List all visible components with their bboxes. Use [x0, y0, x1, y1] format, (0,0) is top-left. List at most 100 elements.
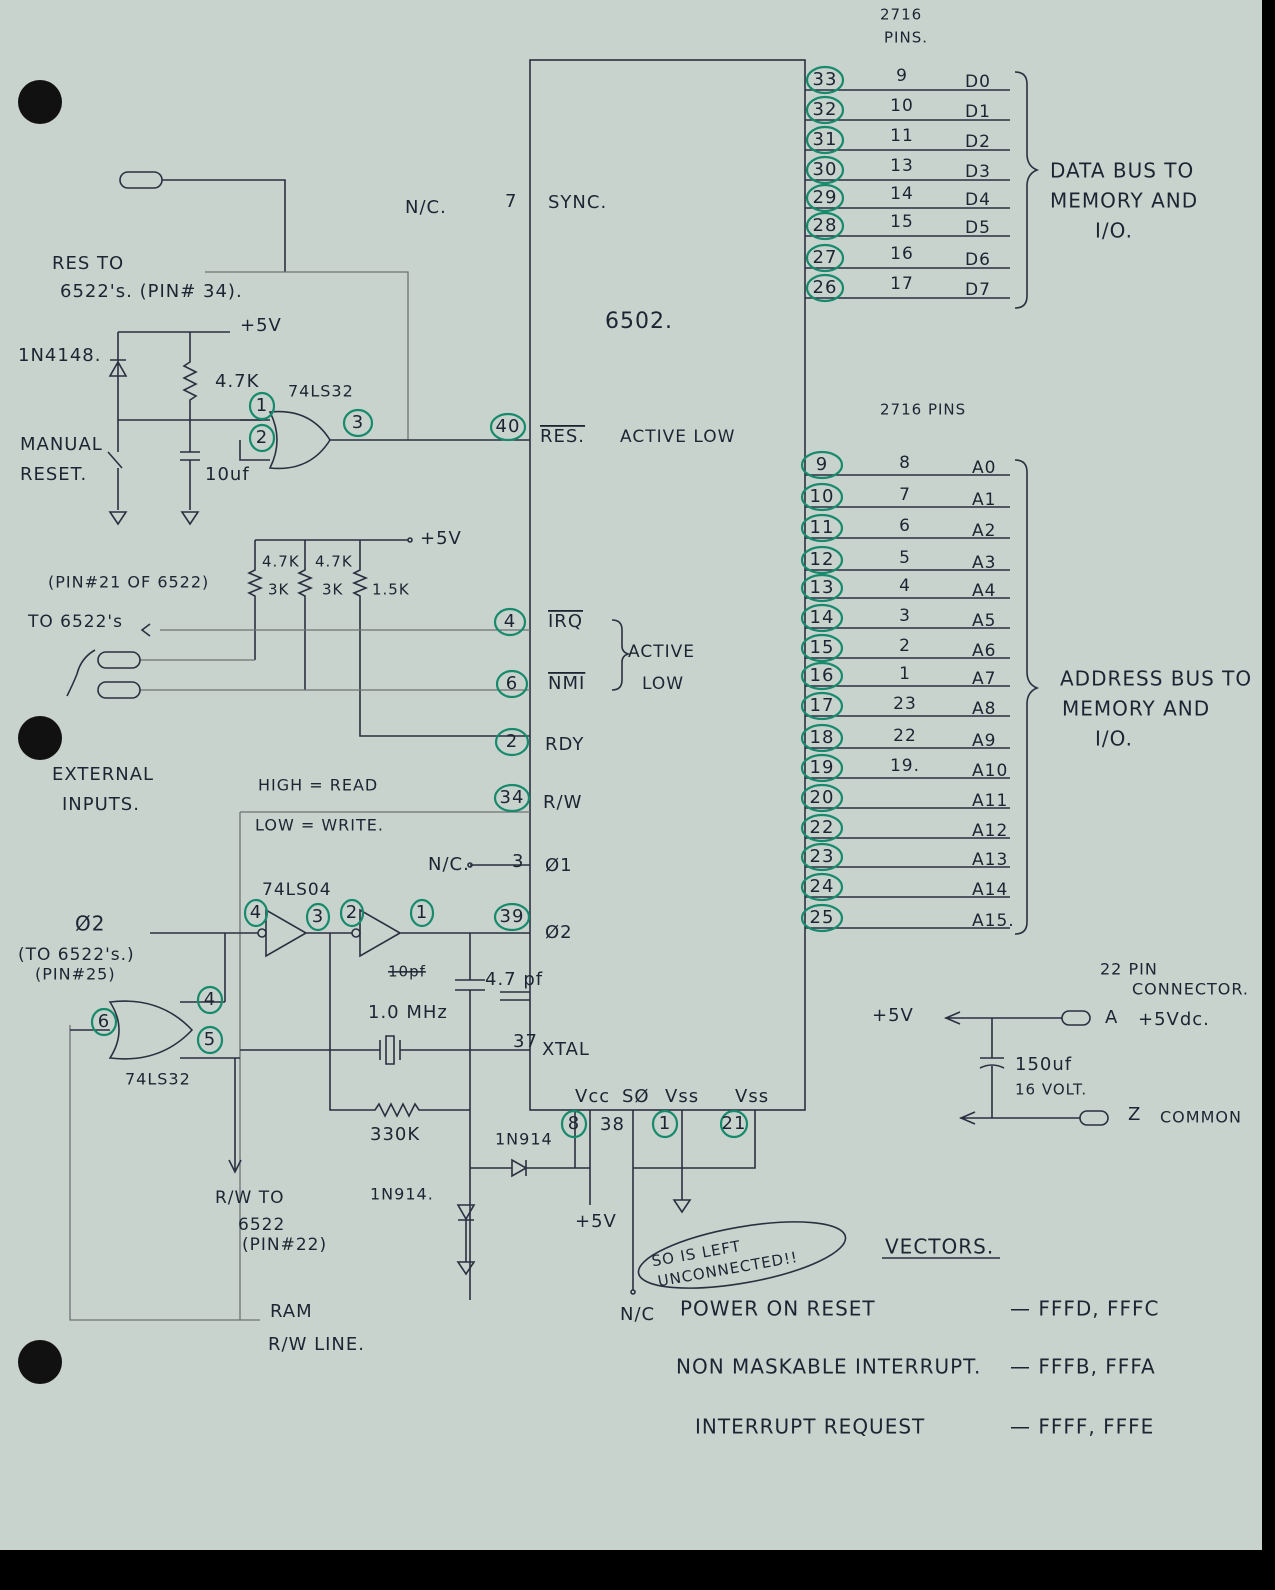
- rows-rom-pin: 5: [899, 548, 911, 568]
- pin-circle: [800, 513, 844, 543]
- rows-pin: 33: [813, 69, 838, 90]
- rows-pin: 13: [810, 577, 835, 598]
- reset-switch: MANUAL: [20, 434, 103, 455]
- rows-pin: 11: [810, 517, 835, 538]
- rows-pin: 26: [813, 277, 838, 298]
- clock-inverter-pins: 4: [250, 902, 262, 923]
- reset-pin-a: 1: [256, 395, 268, 416]
- pin-circle: [409, 898, 435, 928]
- pin-circle: [800, 783, 844, 813]
- reset-pin-b: 2: [256, 427, 268, 448]
- chip-res-pin: 40: [496, 416, 521, 437]
- rows-rom-pin: 19.: [890, 756, 920, 776]
- clock-diode2: 1N914.: [370, 1185, 434, 1204]
- rows-address: — FFFB, FFFA: [1010, 1355, 1156, 1379]
- clock-to: (TO 6522's.): [18, 945, 135, 965]
- rows-signal: D1: [965, 102, 991, 122]
- rows-pin: 9: [816, 454, 828, 475]
- rows-signal: A4: [972, 581, 996, 601]
- chip-rw: R/W: [543, 792, 582, 813]
- chip-name: 6502.: [605, 309, 673, 334]
- reset-diode: 1N4148.: [18, 345, 101, 366]
- interrupts-vcc: +5V: [420, 528, 462, 549]
- clock-to: (PIN#25): [35, 965, 116, 984]
- pin-circle: [805, 273, 845, 303]
- chip-phi1-pin: 3: [512, 851, 524, 872]
- clock-gate: 74LS32: [125, 1070, 191, 1089]
- rows-signal: A7: [972, 669, 996, 689]
- chip-res: RES.: [540, 426, 585, 447]
- chip-irq-pin: 4: [504, 611, 516, 632]
- chip-xtal: XTAL: [542, 1039, 590, 1060]
- rows-signal: A6: [972, 641, 996, 661]
- punch-hole: [18, 716, 62, 760]
- address-bus-label: ADDRESS BUS TO: [1060, 667, 1252, 691]
- rows-rom-pin: 4: [899, 576, 911, 596]
- chip-vss2: Vss: [735, 1086, 769, 1107]
- rows-signal: A3: [972, 553, 996, 573]
- reset-pin-out: 3: [352, 412, 364, 433]
- pin-circle: [800, 753, 844, 783]
- rows-signal: A5: [972, 611, 996, 631]
- vectors-title: VECTORS.: [885, 1235, 994, 1259]
- rows-signal: A8: [972, 699, 996, 719]
- rw-to: 6522: [238, 1215, 285, 1235]
- rows-rom-pin: 13: [890, 156, 914, 176]
- punch-hole: [18, 1340, 62, 1384]
- rows-signal: D7: [965, 280, 991, 300]
- pin-circle: [805, 243, 845, 273]
- rows-pin: 28: [813, 215, 838, 236]
- pin-circle: [305, 902, 331, 932]
- reset-switch: RESET.: [20, 464, 87, 485]
- pin-circle: [805, 95, 845, 125]
- chip-xtal-pin: 37: [513, 1031, 538, 1052]
- rows-rom-pin: 10: [890, 96, 914, 116]
- rows-pin: 23: [810, 846, 835, 867]
- rows-rom-pin: 17: [890, 274, 914, 294]
- rows-rom-pin: 7: [899, 485, 911, 505]
- rows-pin: 10: [810, 486, 835, 507]
- clock-crystal: 1.0 MHz: [368, 1002, 448, 1023]
- pin-circle: [800, 573, 844, 603]
- rows-signal: A9: [972, 731, 996, 751]
- interrupts-to: TO 6522's: [27, 612, 123, 632]
- interrupts-resistors: 4.7K: [315, 553, 353, 571]
- interrupts-resistors: 3K: [322, 581, 344, 599]
- chip-rdy-pin: 2: [506, 731, 518, 752]
- rows-signal: D5: [965, 218, 991, 238]
- rows-pin: 19: [810, 757, 835, 778]
- power-title: CONNECTOR.: [1132, 980, 1249, 999]
- data-bus-label: DATA BUS TO: [1050, 159, 1194, 183]
- pin-circle: [805, 211, 845, 241]
- clock-resistor: 330K: [370, 1124, 420, 1145]
- pin-circle: [800, 603, 844, 633]
- rows-rom-pin: 3: [899, 606, 911, 626]
- rows-pin: 15: [810, 637, 835, 658]
- reset-label: 6522's. (PIN# 34).: [60, 281, 243, 302]
- rows-name: NON MASKABLE INTERRUPT.: [676, 1355, 981, 1379]
- chip-sync-pin: 7: [505, 191, 517, 212]
- rows-signal: D6: [965, 250, 991, 270]
- chip-irq: IRQ: [548, 611, 583, 632]
- chip-vcc: Vcc: [575, 1086, 610, 1107]
- address-bus-header: 2716 PINS: [880, 401, 966, 419]
- power-title: 22 PIN: [1100, 960, 1158, 979]
- pin-circle: [196, 1025, 224, 1055]
- reset-gate: 74LS32: [288, 382, 354, 401]
- pin-circle: [800, 872, 844, 902]
- clock-inverter-pins: 3: [312, 906, 324, 927]
- interrupts-pin-note: (PIN#21 OF 6522): [48, 573, 209, 592]
- rows-rom-pin: 22: [893, 726, 917, 746]
- rows-rom-pin: 16: [890, 244, 914, 264]
- rows-signal: A11: [972, 791, 1008, 811]
- pin-circle: [800, 691, 844, 721]
- chip-nmi: NMI: [548, 673, 585, 694]
- data-bus-label: I/O.: [1095, 219, 1133, 243]
- rows-signal: D2: [965, 132, 991, 152]
- chip-vcc-pin: 8: [568, 1113, 580, 1134]
- rows-pin: 30: [813, 159, 838, 180]
- pin-circle: [243, 898, 269, 928]
- chip-vss1-pin: 1: [659, 1113, 671, 1134]
- rows-address: — FFFF, FFFE: [1010, 1415, 1154, 1439]
